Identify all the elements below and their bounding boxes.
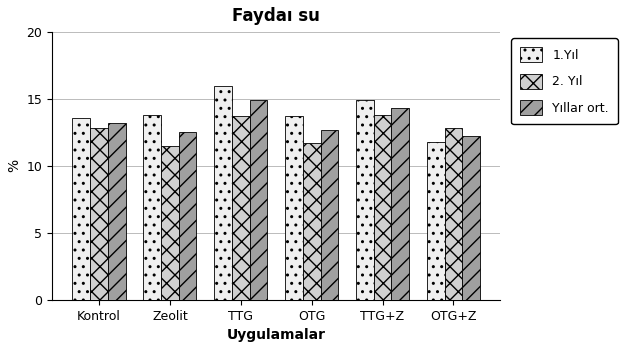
X-axis label: Uygulamalar: Uygulamalar bbox=[227, 328, 326, 342]
Title: Faydaı su: Faydaı su bbox=[232, 7, 320, 25]
Bar bbox=[179, 133, 196, 300]
Legend: 1.Yıl, 2. Yıl, Yıllar ort.: 1.Yıl, 2. Yıl, Yıllar ort. bbox=[511, 38, 618, 124]
Bar bbox=[232, 116, 249, 300]
Bar bbox=[462, 136, 480, 300]
Bar bbox=[444, 128, 462, 300]
Bar bbox=[214, 86, 232, 300]
Bar bbox=[302, 143, 321, 300]
Bar bbox=[108, 123, 126, 300]
Bar bbox=[374, 115, 391, 300]
Bar bbox=[285, 116, 302, 300]
Bar bbox=[427, 142, 444, 300]
Bar bbox=[161, 146, 179, 300]
Bar bbox=[90, 128, 108, 300]
Bar bbox=[356, 100, 374, 300]
Bar bbox=[249, 100, 268, 300]
Y-axis label: %: % bbox=[7, 159, 21, 172]
Bar bbox=[143, 115, 161, 300]
Bar bbox=[72, 118, 90, 300]
Bar bbox=[391, 108, 409, 300]
Bar bbox=[321, 130, 338, 300]
